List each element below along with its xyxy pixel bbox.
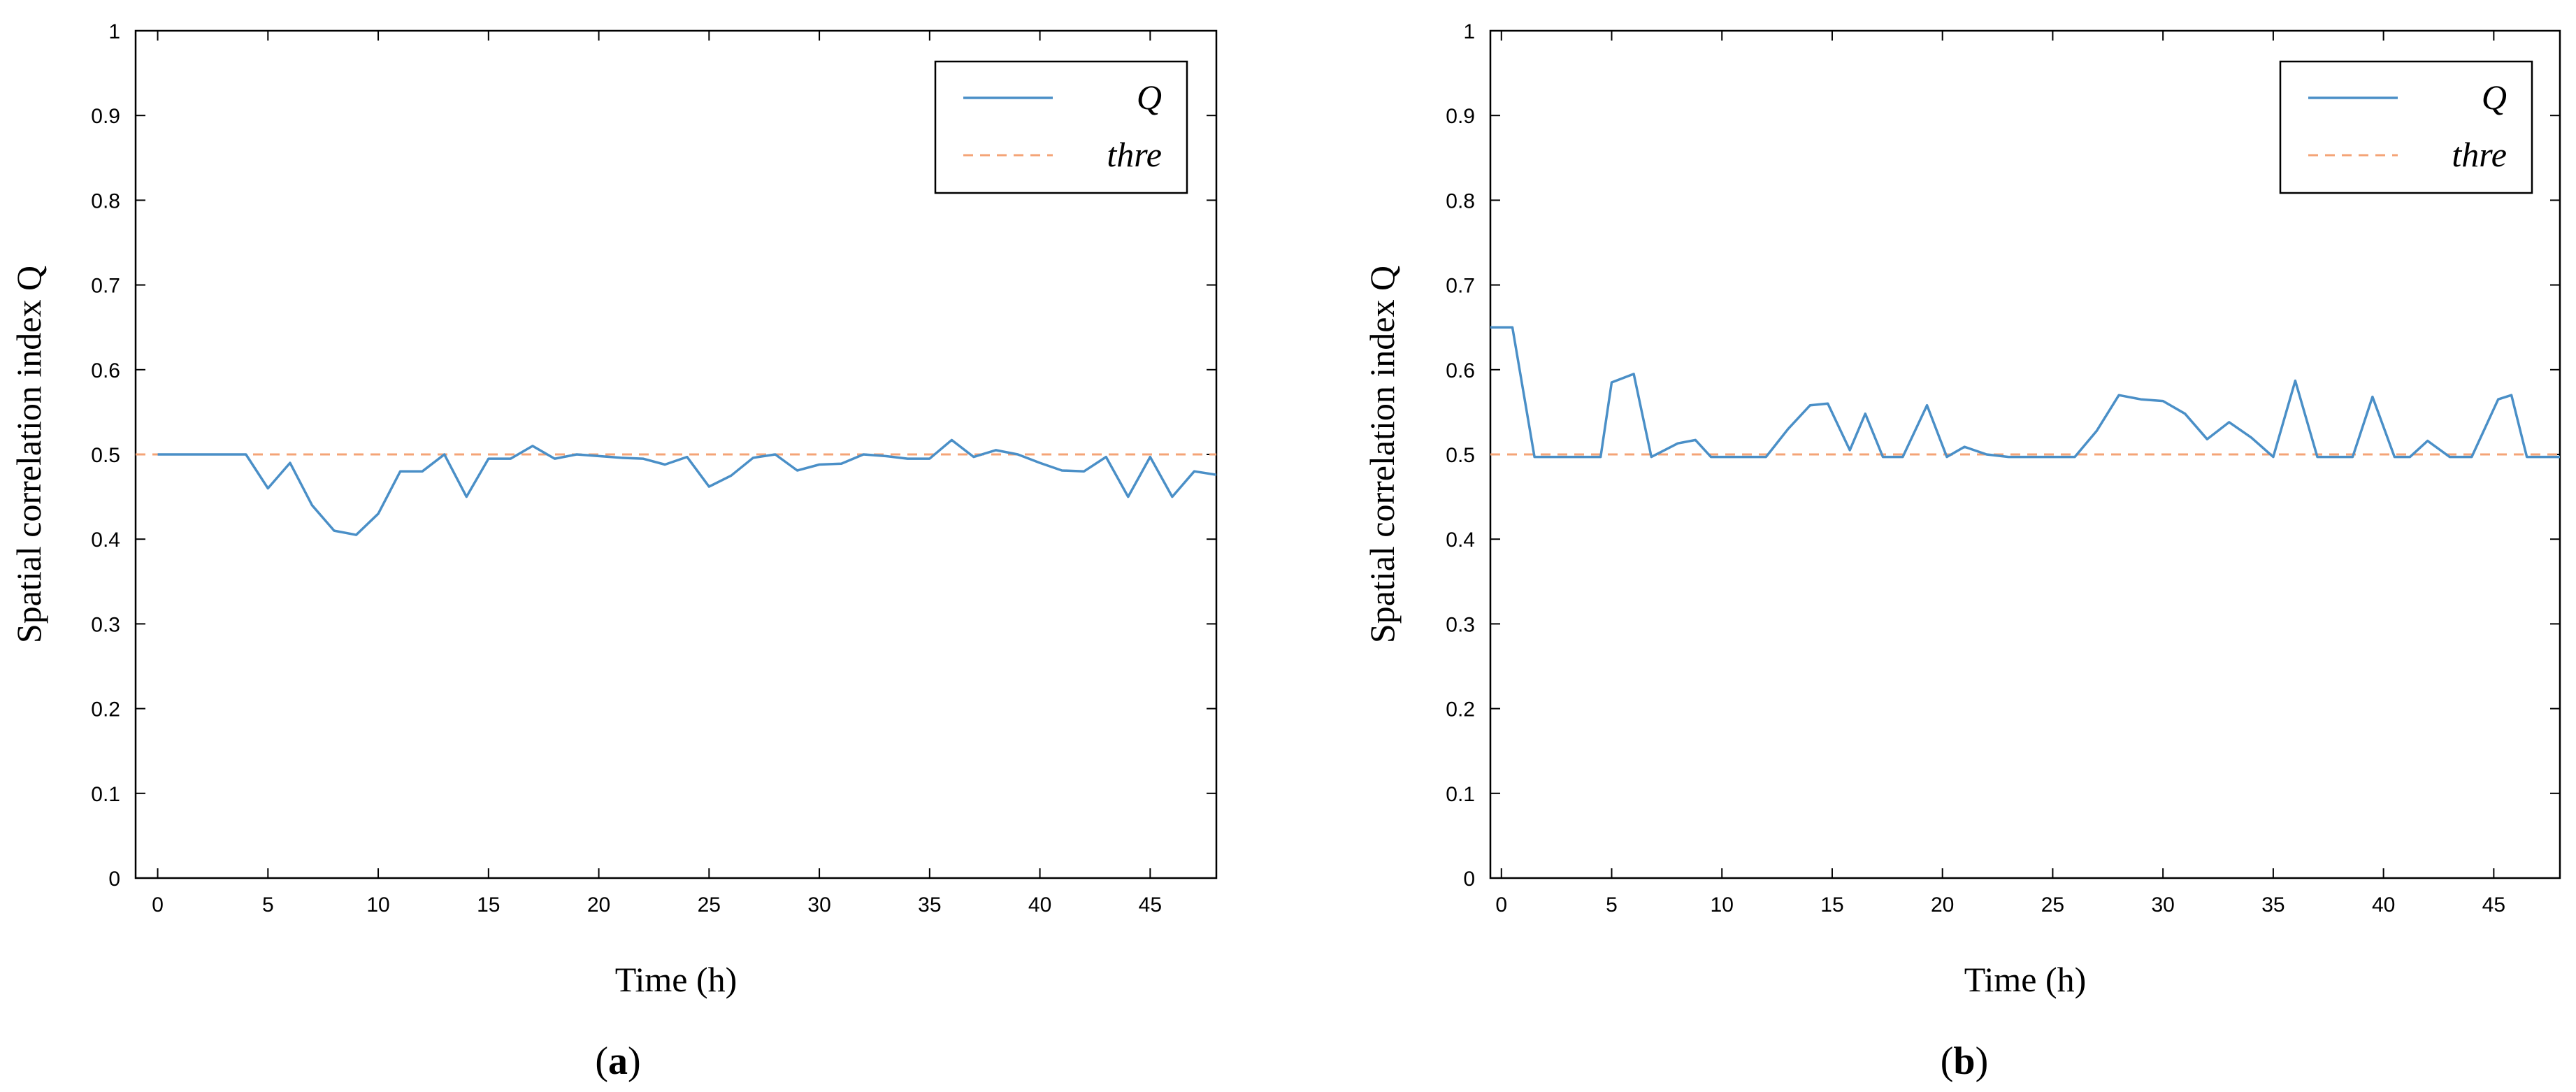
y-tick-label: 0.5 [1446, 444, 1475, 467]
x-tick-label: 30 [807, 893, 830, 917]
x-tick-label: 0 [152, 893, 164, 917]
x-tick-label: 25 [2041, 893, 2064, 917]
x-tick-label: 5 [1606, 893, 1618, 917]
panel-label: (a) [595, 1040, 640, 1083]
panel-label: (b) [1941, 1040, 1988, 1083]
y-tick-label: 0.6 [1446, 359, 1475, 382]
x-tick-label: 45 [2482, 893, 2505, 917]
x-tick-label: 5 [262, 893, 274, 917]
x-tick-label: 35 [918, 893, 941, 917]
x-tick-label: 15 [477, 893, 500, 917]
y-tick-label: 0.9 [1446, 105, 1475, 128]
y-tick-label: 0.8 [1446, 189, 1475, 213]
y-tick-label: 0.2 [1446, 698, 1475, 721]
panel-b: 00.10.20.30.40.50.60.70.80.910 5 10 15 20 25 3… [1362, 20, 2561, 1083]
legend-label-thre: thre [1107, 135, 1162, 174]
legend-box [2279, 60, 2533, 194]
x-tick-label: 40 [1028, 893, 1051, 917]
x-tick-label: 15 [1820, 893, 1843, 917]
y-tick-label: 0.3 [1446, 613, 1475, 636]
x-axis-label: Time (h) [615, 960, 737, 999]
legend-label-Q: Q [2482, 78, 2507, 117]
series-line-Q [1490, 326, 2560, 459]
y-axis-label: Spatial correlation index Q [1362, 266, 1402, 643]
y-tick-label: 0.1 [91, 783, 120, 806]
y-tick-label: 0.1 [1446, 783, 1475, 806]
y-tick-label: 0.4 [1446, 529, 1475, 552]
x-tick-label: 20 [1931, 893, 1954, 917]
x-tick-label: 0 [1495, 893, 1507, 917]
x-tick-label: 10 [366, 893, 389, 917]
y-tick-label: 1 [1463, 20, 1475, 43]
x-tick-label: 20 [587, 893, 610, 917]
x-tick-label: 30 [2151, 893, 2174, 917]
legend-label-thre: thre [2452, 135, 2507, 174]
y-tick-label: 0 [108, 868, 120, 891]
y-tick-label: 0.7 [1446, 275, 1475, 298]
y-tick-label: 0.9 [91, 105, 120, 128]
y-tick-label: 0 [1463, 868, 1475, 891]
legend-label-Q: Q [1137, 78, 1162, 117]
y-tick-label: 0.5 [91, 444, 120, 467]
y-tick-label: 0.4 [91, 529, 120, 552]
x-tick-label: 35 [2261, 893, 2284, 917]
y-axis-label: Spatial correlation index Q [9, 266, 48, 643]
y-tick-label: 0.8 [91, 189, 120, 213]
y-tick-label: 0.6 [91, 359, 120, 382]
y-tick-label: 0.7 [91, 275, 120, 298]
x-tick-label: 40 [2372, 893, 2395, 917]
panel-a: 00.10.20.30.40.50.60.70.80.910 5 10 15 20 25 3… [9, 20, 1218, 1083]
x-tick-label: 25 [698, 893, 721, 917]
x-tick-label: 45 [1139, 893, 1162, 917]
y-tick-label: 0.3 [91, 613, 120, 636]
y-tick-label: 0.2 [91, 698, 120, 721]
y-tick-label: 1 [108, 20, 120, 43]
legend-box [934, 60, 1188, 194]
x-tick-label: 10 [1711, 893, 1734, 917]
x-axis-label: Time (h) [1964, 960, 2087, 999]
series-line-Q [157, 438, 1216, 536]
